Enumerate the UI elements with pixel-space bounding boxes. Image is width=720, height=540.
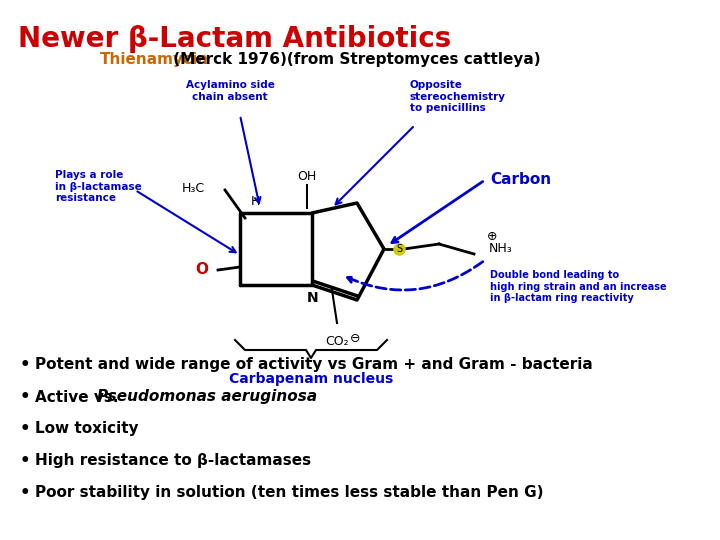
Text: NH₃: NH₃ — [489, 242, 513, 255]
Text: O: O — [196, 262, 209, 278]
Text: Double bond leading to
high ring strain and an increase
in β-lactam ring reactiv: Double bond leading to high ring strain … — [490, 270, 667, 303]
Text: Potent and wide range of activity vs Gram + and Gram - bacteria: Potent and wide range of activity vs Gra… — [35, 357, 593, 373]
Text: (Merck 1976)(from Streptomyces cattleya): (Merck 1976)(from Streptomyces cattleya) — [168, 52, 541, 67]
Text: H: H — [251, 195, 260, 208]
Text: ⊕: ⊕ — [487, 230, 498, 242]
Text: OH: OH — [297, 170, 317, 183]
Text: •: • — [20, 388, 31, 406]
Text: N: N — [307, 291, 319, 305]
Text: High resistance to β-lactamases: High resistance to β-lactamases — [35, 454, 311, 469]
Text: Acylamino side
chain absent: Acylamino side chain absent — [186, 80, 274, 102]
Text: Carbon: Carbon — [490, 172, 551, 187]
Text: •: • — [20, 420, 31, 438]
Text: Carbapenam nucleus: Carbapenam nucleus — [229, 372, 393, 386]
Text: CO₂: CO₂ — [325, 335, 348, 348]
Text: Thienamycin: Thienamycin — [100, 52, 209, 67]
Text: •: • — [20, 484, 31, 502]
Text: •: • — [20, 356, 31, 374]
Text: •: • — [20, 452, 31, 470]
Text: S: S — [396, 244, 402, 254]
Text: Low toxicity: Low toxicity — [35, 422, 139, 436]
Text: Plays a role
in β-lactamase
resistance: Plays a role in β-lactamase resistance — [55, 170, 142, 203]
Text: ⊖: ⊖ — [350, 332, 360, 345]
Text: Active vs.: Active vs. — [35, 389, 124, 404]
Text: Newer β-Lactam Antibiotics: Newer β-Lactam Antibiotics — [18, 25, 451, 53]
Text: H₃C: H₃C — [182, 181, 205, 194]
Text: Opposite
stereochemistry
to penicillins: Opposite stereochemistry to penicillins — [410, 80, 506, 113]
Text: Pseudomonas aeruginosa: Pseudomonas aeruginosa — [97, 389, 317, 404]
Text: Poor stability in solution (ten times less stable than Pen G): Poor stability in solution (ten times le… — [35, 485, 544, 501]
